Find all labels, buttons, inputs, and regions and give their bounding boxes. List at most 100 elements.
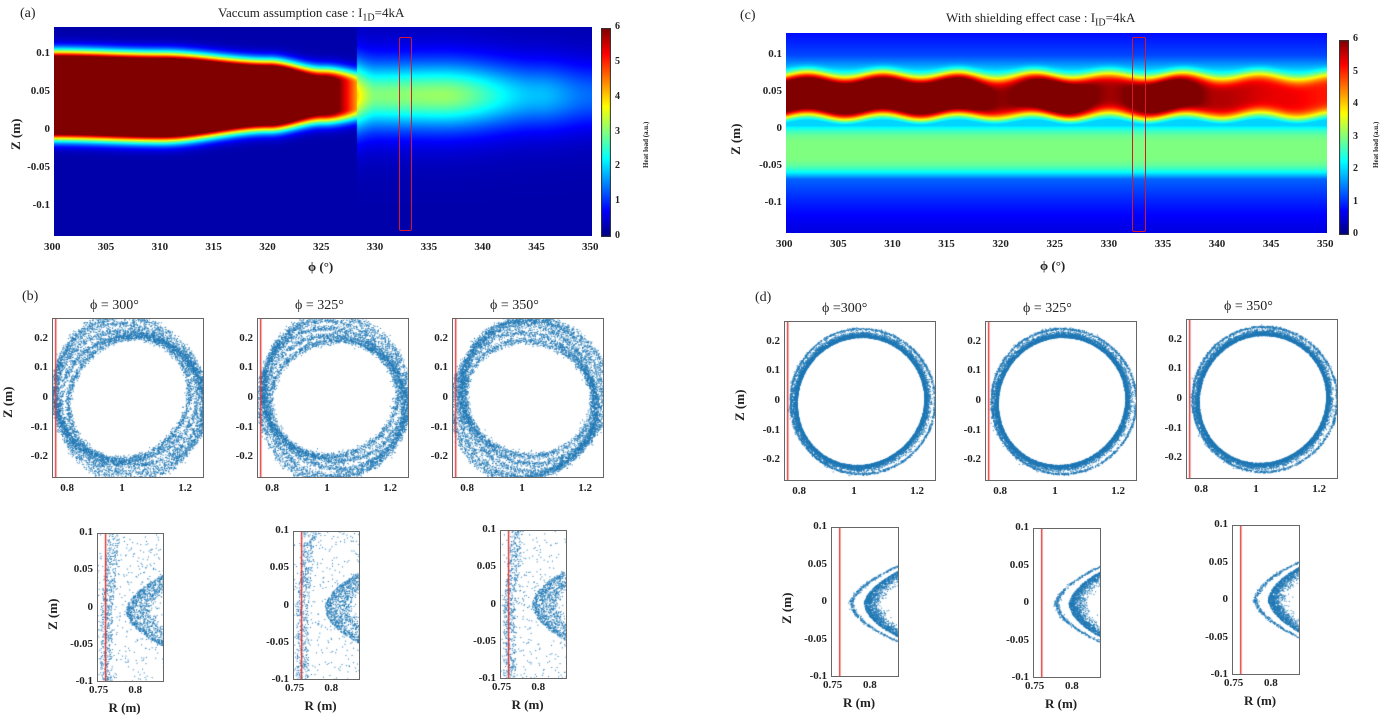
poincare-d-2-canvas (1186, 319, 1338, 479)
heatmap-a-xtick: 315 (205, 241, 222, 253)
zoom-b-zoom-1-xlabel: R (m) (304, 698, 337, 713)
heatmap-c-xtick: 340 (1208, 238, 1226, 250)
panel-label-c: (c) (740, 8, 756, 23)
poincare-b-1-xtick: 1 (324, 482, 330, 494)
heatmap-c-title-suffix: =4kA (1105, 10, 1136, 25)
poincare-b-0-title: ϕ = 300° (90, 298, 139, 313)
zoom-d-zoom-2-ytick: -0.05 (1205, 630, 1228, 643)
zoom-d-zoom-0-xlabel: R (m) (843, 695, 876, 710)
heatmap-a-title: Vaccum assumption case : I1D=4kA (218, 5, 404, 24)
heatmap-c-ytick: -0.1 (764, 196, 782, 209)
poincare-b-2-ytick: 0.2 (434, 331, 448, 344)
poincare-d-0-ytick: 0.1 (766, 364, 780, 377)
colorbar-c (1339, 40, 1349, 235)
poincare-b-0-ytick: 0.2 (34, 331, 48, 344)
heatmap-c-xtick: 345 (1262, 238, 1280, 250)
heatmap-c-title: With shielding effect case : IID=4kA (946, 10, 1135, 29)
colorbar-c-tick: 3 (1353, 130, 1358, 142)
poincare-d-2-title: ϕ = 350° (1224, 299, 1273, 314)
heatmap-c-xtick: 310 (884, 238, 901, 250)
poincare-b-0-xtick: 0.8 (60, 482, 74, 494)
zoom-d-zoom-2-canvas (1232, 525, 1300, 675)
poincare-b-2-ytick: 0.1 (434, 361, 448, 374)
panel-label-a: (a) (20, 6, 36, 21)
heatmap-c-ylabel: Z (m) (728, 123, 743, 155)
poincare-d-ylabel: Z (m) (732, 389, 747, 421)
heatmap-a-xtick: 300 (44, 241, 61, 253)
poincare-d-2-xtick: 1 (1253, 483, 1259, 495)
zoom-b-zoom-0-ytick: 0 (87, 600, 94, 613)
zoom-d-zoom-1-ytick: -0.1 (1011, 671, 1029, 683)
poincare-b-1-canvas (257, 318, 409, 478)
panel-label-b: (b) (22, 289, 39, 304)
zoom-b-zoom-2-xtick: 0.75 (491, 681, 512, 693)
zoom-b-zoom-1-canvas (293, 531, 360, 680)
zoom-d-zoom-0-ytick: 0.05 (807, 557, 827, 570)
poincare-d-1-canvas (985, 321, 1137, 481)
heatmap-c-xtick: 305 (830, 238, 847, 250)
zoom-d-zoom-2-ytick: 0.05 (1208, 555, 1228, 568)
heatmap-a-xtick: 305 (97, 241, 115, 253)
zoom-d-zoom-1-canvas (1033, 528, 1101, 678)
heatmap-c-title-prefix: With shielding effect case : I (946, 10, 1096, 25)
zoom-d-zoom-1-xlabel: R (m) (1045, 696, 1078, 711)
heatmap-a-title-sub: 1D (362, 12, 375, 24)
poincare-b-0-xtick: 1.2 (178, 482, 193, 494)
zoom-d-zoom-2-xtick: 0.8 (1264, 677, 1278, 689)
poincare-b-2-title: ϕ = 350° (490, 298, 539, 313)
poincare-d-0-canvas (784, 321, 936, 481)
heatmap-a-title-suffix: =4kA (374, 5, 405, 20)
poincare-d-0-ytick: -0.2 (762, 453, 780, 466)
zoom-d-zoom-0-ytick: -0.1 (809, 670, 827, 682)
zoom-d-zoom-1-ytick: 0.05 (1009, 558, 1029, 571)
poincare-b-1-ytick: 0.2 (239, 331, 253, 344)
poincare-b-2-ytick: -0.2 (430, 450, 448, 463)
zoom-d-zoom-0-xtick: 0.8 (863, 679, 877, 691)
poincare-d-1-xtick: 1.2 (1111, 485, 1126, 497)
poincare-b-2-ytick: -0.1 (430, 420, 448, 433)
poincare-d-2-xtick: 1.2 (1312, 483, 1327, 495)
poincare-d-0-ytick: 0 (774, 394, 781, 406)
zoom-b-zoom-1-ytick: -0.05 (266, 635, 289, 648)
poincare-d-1-ytick: 0.2 (967, 334, 981, 347)
zoom-d-zoom-1-ytick: -0.05 (1006, 633, 1029, 646)
colorbar-a-tick: 6 (615, 21, 620, 32)
zoom-d-zoom-0-canvas (831, 527, 899, 677)
heatmap-a-highlight-box (398, 37, 413, 231)
colorbar-c-tick: 4 (1353, 98, 1358, 109)
poincare-d-0-xtick: 0.8 (792, 485, 806, 497)
poincare-d-0-title: ϕ =300° (822, 301, 868, 316)
zoom-d-zoom-2-ytick: 0.1 (1214, 518, 1228, 530)
colorbar-c-label: Heat load (a.u.) (1372, 121, 1380, 168)
zoom-d-zoom-0-ytick: 0 (821, 595, 828, 607)
heatmap-c-xtick: 350 (1317, 238, 1334, 250)
heatmap-a-ytick: -0.05 (27, 160, 50, 173)
poincare-b-1-ytick: -0.1 (235, 420, 253, 433)
poincare-d-2-ytick: 0 (1176, 392, 1183, 404)
heatmap-c-canvas (786, 33, 1327, 233)
poincare-b-1-ytick: 0.1 (239, 361, 253, 374)
heatmap-c-ytick: 0.05 (762, 85, 782, 98)
heatmap-a-ytick: -0.1 (32, 198, 50, 211)
zoom-b-zoom-2-xlabel: R (m) (511, 697, 544, 712)
heatmap-c-xtick: 320 (992, 238, 1009, 250)
heatmap-c-ytick: 0 (776, 122, 783, 135)
zoom-d-zoom-0-ytick: 0.1 (813, 520, 827, 532)
zoom-b-zoom-1-ytick: -0.1 (271, 673, 289, 685)
poincare-d-0-ytick: -0.1 (762, 423, 780, 436)
poincare-b-2-ytick: 0 (442, 391, 449, 403)
poincare-d-1-title: ϕ = 325° (1023, 301, 1072, 316)
poincare-d-1-ytick: 0 (975, 394, 982, 406)
colorbar-a-tick: 4 (615, 90, 620, 102)
poincare-b-0-ytick: 0 (42, 391, 49, 403)
heatmap-c-xtick: 330 (1100, 238, 1118, 250)
heatmap-c-xtick: 335 (1154, 238, 1172, 250)
poincare-b-1-title: ϕ = 325° (295, 298, 344, 313)
colorbar-c-tick: 0 (1353, 228, 1358, 239)
poincare-d-0-xtick: 1 (851, 485, 857, 497)
colorbar-a-tick: 0 (615, 230, 620, 241)
zoom-b-zoom-1-ytick: 0.05 (269, 561, 289, 574)
poincare-b-2-xtick: 1.2 (578, 482, 593, 494)
zoom-b-zoom-0-xtick: 0.8 (128, 684, 143, 696)
colorbar-a (601, 28, 611, 237)
